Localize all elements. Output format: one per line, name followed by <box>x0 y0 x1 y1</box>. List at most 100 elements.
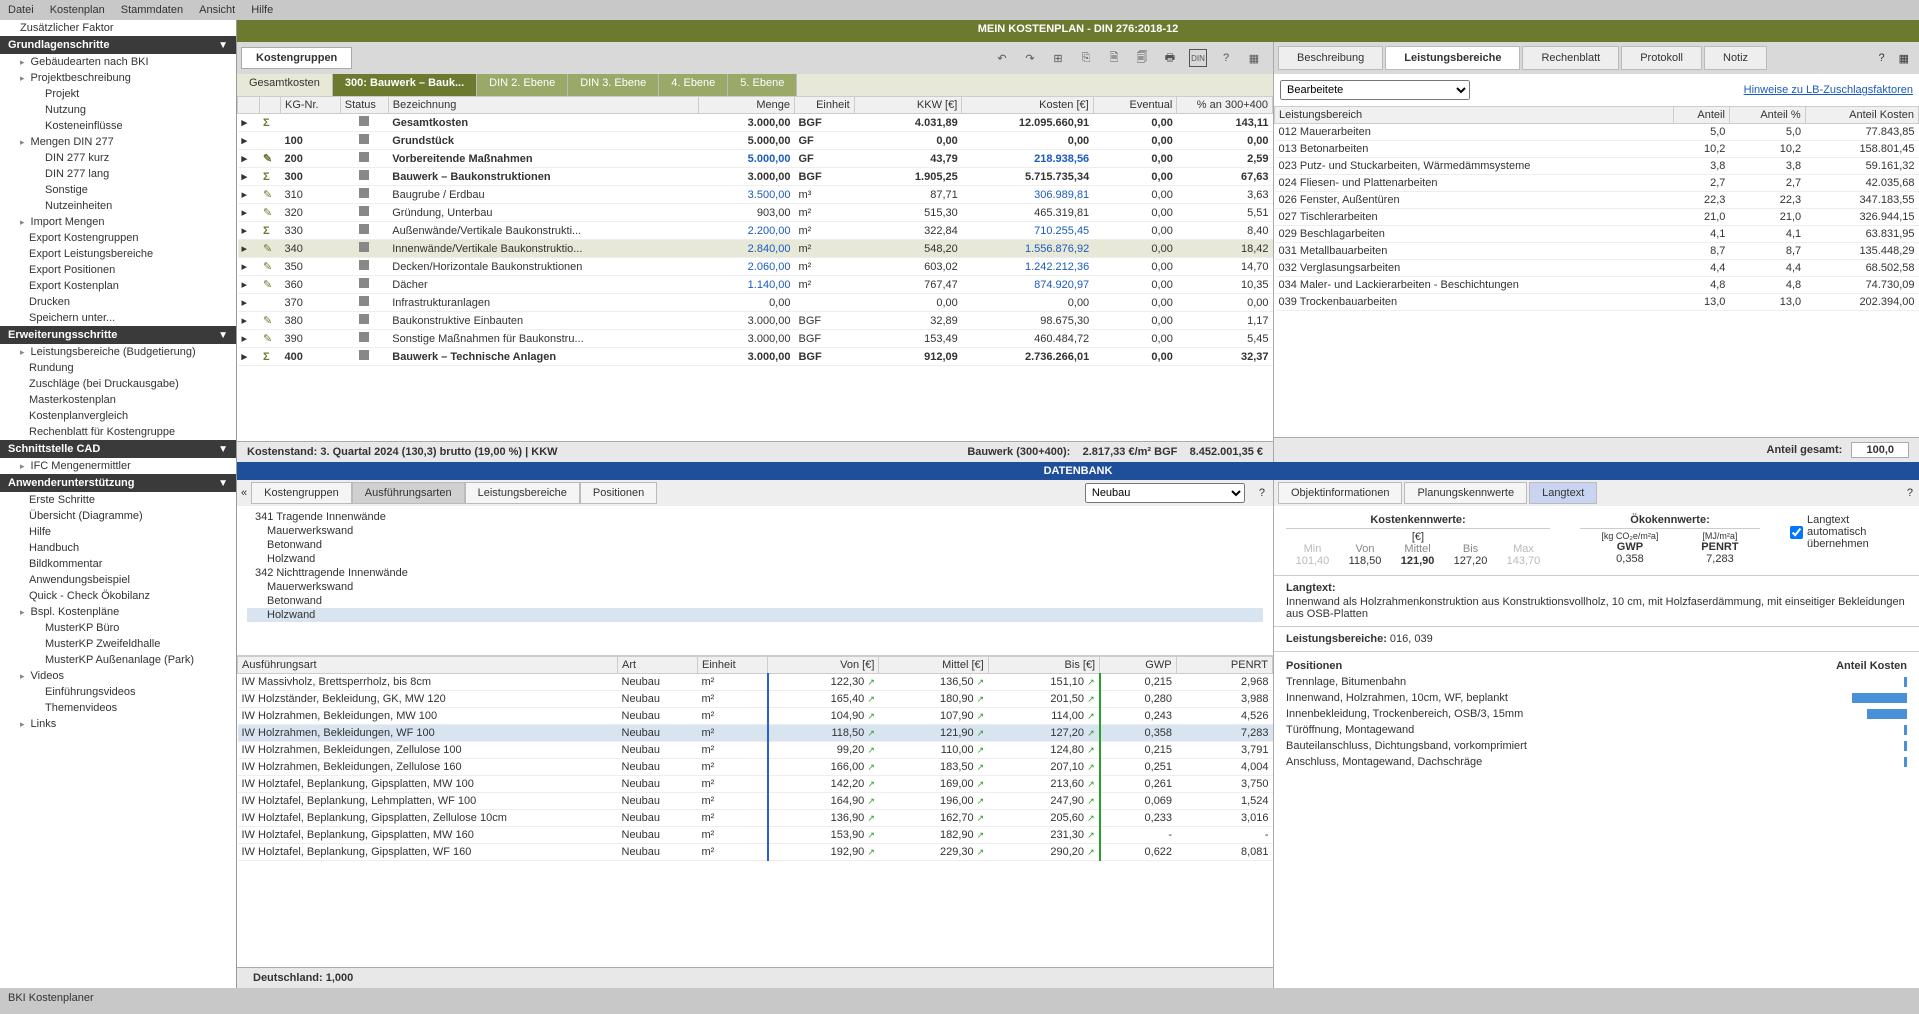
sidebar-item[interactable]: Sonstige <box>0 182 236 198</box>
lb-row[interactable]: 023 Putz- und Stuckarbeiten, Wärmedämmsy… <box>1275 158 1919 175</box>
sidebar-item[interactable]: Links <box>0 716 236 732</box>
docs-icon[interactable]: 🗐 <box>1133 49 1151 67</box>
sidebar-section-header[interactable]: Grundlagenschritte▼ <box>0 36 236 54</box>
tree-node[interactable]: Mauerwerkswand <box>247 524 1263 538</box>
sidebar-item[interactable]: Export Leistungsbereiche <box>0 246 236 262</box>
sidebar-item[interactable]: Masterkostenplan <box>0 392 236 408</box>
redo-icon[interactable]: ↷ <box>1021 49 1039 67</box>
lb-row[interactable]: 026 Fenster, Außentüren22,322,3347.183,5… <box>1275 192 1919 209</box>
cost-row[interactable]: ▸310Baugrube / Erdbau3.500,00m³87,71306.… <box>238 186 1273 204</box>
tree-node[interactable]: 342 Nichttragende Innenwände <box>247 566 1263 580</box>
sidebar-item[interactable]: Kosteneinflüsse <box>0 118 236 134</box>
db-row[interactable]: IW Holztafel, Beplankung, Lehmplatten, W… <box>238 793 1273 810</box>
sidebar-section-header[interactable]: Schnittstelle CAD▼ <box>0 440 236 458</box>
tree-node[interactable]: Betonwand <box>247 594 1263 608</box>
rp-tab[interactable]: Notiz <box>1704 46 1767 70</box>
lb-row[interactable]: 029 Beschlagarbeiten4,14,163.831,95 <box>1275 226 1919 243</box>
print-icon[interactable]: 🖶 <box>1161 49 1179 67</box>
db-row[interactable]: IW Holzrahmen, Bekleidungen, WF 100Neuba… <box>238 725 1273 742</box>
lb-row[interactable]: 013 Betonarbeiten10,210,2158.801,45 <box>1275 141 1919 158</box>
cost-row[interactable]: ▸200Vorbereitende Maßnahmen5.000,00GF43,… <box>238 150 1273 168</box>
db-row[interactable]: IW Holzrahmen, Bekleidungen, MW 100Neuba… <box>238 708 1273 725</box>
sidebar-item[interactable]: MusterKP Außenanlage (Park) <box>0 652 236 668</box>
sidebar-item[interactable]: Einführungsvideos <box>0 684 236 700</box>
position-row[interactable]: Innenbekleidung, Trockenbereich, OSB/3, … <box>1286 706 1907 722</box>
db-tab[interactable]: Positionen <box>580 482 657 504</box>
sidebar-item[interactable]: Drucken <box>0 294 236 310</box>
sidebar-item[interactable]: Bspl. Kostenpläne <box>0 604 236 620</box>
sidebar-item[interactable]: Handbuch <box>0 540 236 556</box>
lb-row[interactable]: 032 Verglasungsarbeiten4,44,468.502,58 <box>1275 260 1919 277</box>
db-row[interactable]: IW Holztafel, Beplankung, Gipsplatten, Z… <box>238 810 1273 827</box>
sidebar-item[interactable]: Videos <box>0 668 236 684</box>
lb-row[interactable]: 031 Metallbauarbeiten8,78,7135.448,29 <box>1275 243 1919 260</box>
crumb[interactable]: 300: Bauwerk – Bauk... <box>333 74 477 96</box>
position-row[interactable]: Türöffnung, Montagewand <box>1286 722 1907 738</box>
sidebar-item[interactable]: DIN 277 kurz <box>0 150 236 166</box>
cost-row[interactable]: ▸380Baukonstruktive Einbauten3.000,00BGF… <box>238 312 1273 330</box>
sidebar-item[interactable]: Export Positionen <box>0 262 236 278</box>
cost-row[interactable]: ▸100Grundstück5.000,00GF0,000,000,000,00 <box>238 132 1273 150</box>
sidebar-item[interactable]: Themenvideos <box>0 700 236 716</box>
sidebar-item[interactable]: Zuschläge (bei Druckausgabe) <box>0 376 236 392</box>
sidebar-section-header[interactable]: Anwenderunterstützung▼ <box>0 474 236 492</box>
db-help-icon[interactable]: ? <box>1251 487 1273 499</box>
db-tab[interactable]: Leistungsbereiche <box>465 482 580 504</box>
position-row[interactable]: Anschluss, Montagewand, Dachschräge <box>1286 754 1907 770</box>
sidebar-item[interactable]: Nutzeinheiten <box>0 198 236 214</box>
tree-node[interactable]: Betonwand <box>247 538 1263 552</box>
position-row[interactable]: Innenwand, Holzrahmen, 10cm, WF, beplank… <box>1286 690 1907 706</box>
db-row[interactable]: IW Holzständer, Bekleidung, GK, MW 120Ne… <box>238 691 1273 708</box>
db-row[interactable]: IW Holzrahmen, Bekleidungen, Zellulose 1… <box>238 742 1273 759</box>
db-row[interactable]: IW Holzrahmen, Bekleidungen, Zellulose 1… <box>238 759 1273 776</box>
tree-node[interactable]: Holzwand <box>247 608 1263 622</box>
sidebar-item[interactable]: Hilfe <box>0 524 236 540</box>
lb-row[interactable]: 027 Tischlerarbeiten21,021,0326.944,15 <box>1275 209 1919 226</box>
sidebar-item[interactable]: Projektbeschreibung <box>0 70 236 86</box>
sidebar-item[interactable]: Übersicht (Diagramme) <box>0 508 236 524</box>
tree-icon[interactable]: ⊞ <box>1049 49 1067 67</box>
lb-row[interactable]: 024 Fliesen- und Plattenarbeiten2,72,742… <box>1275 175 1919 192</box>
sidebar-item[interactable]: Rundung <box>0 360 236 376</box>
cost-row[interactable]: ▸Gesamtkosten3.000,00BGF4.031,8912.095.6… <box>238 114 1273 132</box>
cost-row[interactable]: ▸350Decken/Horizontale Baukonstruktionen… <box>238 258 1273 276</box>
grid-icon[interactable]: ▦ <box>1245 49 1263 67</box>
db-row[interactable]: IW Massivholz, Brettsperrholz, bis 8cmNe… <box>238 674 1273 691</box>
langtext-checkbox[interactable] <box>1790 526 1803 539</box>
rp-help-icon[interactable]: ? <box>1872 52 1890 64</box>
cost-row[interactable]: ▸370Infrastrukturanlagen0,000,000,000,00… <box>238 294 1273 312</box>
dr-help-icon[interactable]: ? <box>1901 487 1919 499</box>
cost-row[interactable]: ▸390Sonstige Maßnahmen für Baukonstru...… <box>238 330 1273 348</box>
db-tab[interactable]: Kostengruppen <box>251 482 352 504</box>
doc-icon[interactable]: 🗎 <box>1105 49 1123 67</box>
dr-tab[interactable]: Objektinformationen <box>1278 482 1402 504</box>
undo-icon[interactable]: ↶ <box>993 49 1011 67</box>
menu-stammdaten[interactable]: Stammdaten <box>121 4 183 16</box>
tree-node[interactable]: 341 Tragende Innenwände <box>247 510 1263 524</box>
cost-row[interactable]: ▸360Dächer1.140,00m²767,47874.920,970,00… <box>238 276 1273 294</box>
sidebar-item[interactable]: Bildkommentar <box>0 556 236 572</box>
sidebar-item[interactable]: Projekt <box>0 86 236 102</box>
sidebar-item[interactable]: Leistungsbereiche (Budgetierung) <box>0 344 236 360</box>
rp-tab[interactable]: Leistungsbereiche <box>1385 46 1520 70</box>
rp-tab[interactable]: Rechenblatt <box>1522 46 1619 70</box>
sidebar-top[interactable]: Zusätzlicher Faktor <box>0 20 236 36</box>
din-icon[interactable]: DIN <box>1189 49 1207 67</box>
tree-node[interactable]: Holzwand <box>247 552 1263 566</box>
rp-select[interactable]: Bearbeitete <box>1280 80 1470 100</box>
rp-tab[interactable]: Protokoll <box>1621 46 1702 70</box>
menu-kostenplan[interactable]: Kostenplan <box>50 4 105 16</box>
langtext-auto-check[interactable]: Langtext automatisch übernehmen <box>1790 514 1907 550</box>
crumb[interactable]: 5. Ebene <box>728 74 797 96</box>
db-row[interactable]: IW Holztafel, Beplankung, Gipsplatten, M… <box>238 776 1273 793</box>
sidebar-item[interactable]: Rechenblatt für Kostengruppe <box>0 424 236 440</box>
sidebar-item[interactable]: Import Mengen <box>0 214 236 230</box>
db-collapse-icon[interactable]: « <box>237 487 251 499</box>
cost-row[interactable]: ▸320Gründung, Unterbau903,00m²515,30465.… <box>238 204 1273 222</box>
sidebar-item[interactable]: Export Kostenplan <box>0 278 236 294</box>
lb-row[interactable]: 012 Mauerarbeiten5,05,077.843,85 <box>1275 124 1919 141</box>
sidebar-item[interactable]: Export Kostengruppen <box>0 230 236 246</box>
db-tab[interactable]: Ausführungsarten <box>352 482 465 504</box>
sidebar-item[interactable]: IFC Mengenermittler <box>0 458 236 474</box>
crumb[interactable]: Gesamtkosten <box>237 74 333 96</box>
